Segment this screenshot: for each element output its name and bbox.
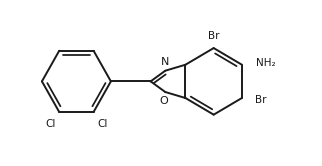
Text: Br: Br xyxy=(255,95,267,105)
Text: Cl: Cl xyxy=(45,119,55,129)
Text: Br: Br xyxy=(208,31,219,41)
Text: N: N xyxy=(161,57,169,67)
Text: Cl: Cl xyxy=(97,119,108,129)
Text: NH₂: NH₂ xyxy=(256,58,276,68)
Text: O: O xyxy=(159,96,168,106)
